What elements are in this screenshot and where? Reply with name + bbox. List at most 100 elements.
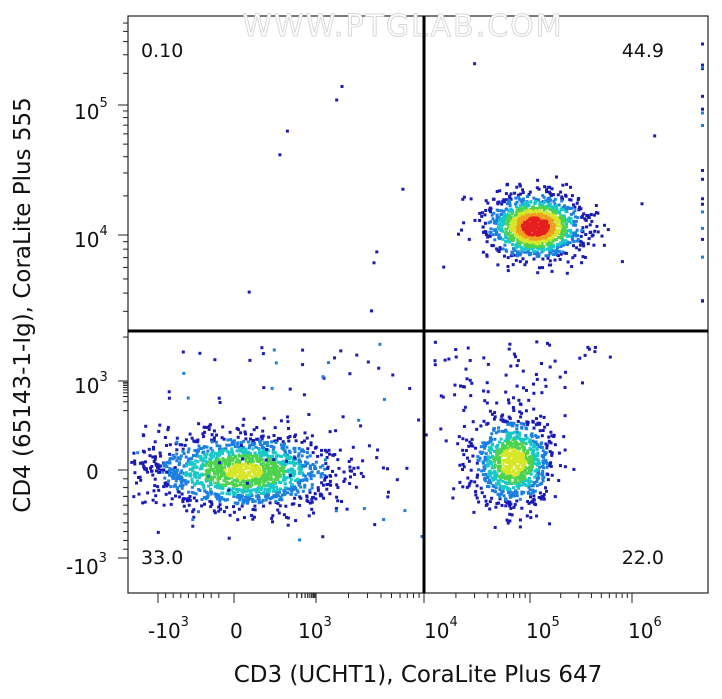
event-dot [226,458,230,462]
event-dot [246,486,250,490]
event-dot [531,244,535,248]
event-dot [192,508,196,512]
event-dot [152,445,155,449]
event-dot [550,187,554,191]
event-dot [208,470,212,474]
event-dot [550,269,554,273]
event-dot [508,469,511,472]
event-dot [524,208,528,212]
event-dot [336,486,340,489]
event-dot [255,459,259,463]
event-dot [524,239,528,242]
event-dot [509,192,513,196]
event-dot [217,509,221,513]
event-dot [492,428,496,432]
event-dot [241,446,245,449]
event-dot [540,454,544,458]
event-dot [505,236,509,240]
event-dot [238,475,242,479]
event-dot [180,492,184,496]
event-dot [433,340,437,344]
event-dot [229,471,233,474]
event-dot [527,476,531,480]
event-dot [514,464,518,468]
event-dot [236,474,239,478]
event-dot [512,421,516,425]
event-dot [235,458,239,462]
event-dot [521,257,525,261]
event-dot [334,507,338,510]
event-dot [502,458,506,462]
event-dot [532,391,536,395]
event-dot [262,490,266,494]
event-dot [187,457,191,461]
event-dot [514,442,518,446]
event-dot [251,500,255,503]
event-dot [580,215,584,219]
event-dot [295,488,299,492]
event-dot [201,459,205,463]
event-dot [303,439,306,443]
event-dot [217,468,221,472]
event-dot [520,477,524,481]
event-dot [517,450,521,454]
event-dot [175,452,179,456]
event-dot [529,510,533,514]
event-dot [151,455,155,459]
event-dot [184,455,188,459]
event-dot [305,451,309,454]
event-dot [246,479,250,483]
event-dot [523,240,527,244]
event-dot [163,436,167,439]
event-dot [518,218,522,222]
event-dot [553,359,557,363]
event-dot [548,185,552,189]
event-dot [143,500,147,504]
event-dot [454,348,458,351]
event-dot [548,343,552,347]
event-dot [204,473,208,476]
event-dot [168,458,172,462]
event-dot [297,503,301,507]
event-dot [292,463,296,467]
event-dot [195,479,199,483]
event-dot [174,479,178,483]
event-dot [588,231,592,234]
event-dot [526,423,530,427]
event-dot [526,204,529,208]
event-dot [458,480,462,484]
event-dot [133,462,137,466]
event-dot [535,251,539,255]
event-dot [495,450,499,454]
event-dot [323,448,327,452]
event-dot [265,450,269,454]
event-dot [553,443,557,447]
event-dot [274,481,278,485]
event-dot [328,492,332,496]
event-dot [287,461,290,465]
event-dot [492,417,496,421]
event-dot [582,212,586,216]
event-dot [275,465,279,469]
event-dot [701,255,704,259]
event-dot [574,220,578,224]
event-dot [519,402,523,406]
event-dot [156,485,160,489]
event-dot [203,502,206,506]
event-dot [297,462,301,466]
event-dot [456,442,460,446]
event-dot [489,451,492,455]
x-tick-label: 106 [628,615,662,643]
event-dot [348,372,352,376]
event-dot [565,218,568,222]
event-dot [552,199,556,203]
event-dot [574,231,578,235]
event-dot [292,459,295,463]
event-dot [341,415,345,419]
event-dot [505,442,509,445]
event-dot [502,469,506,473]
event-dot [178,475,182,479]
event-dot [173,466,177,470]
event-dot [541,460,545,464]
event-dot [535,462,539,466]
